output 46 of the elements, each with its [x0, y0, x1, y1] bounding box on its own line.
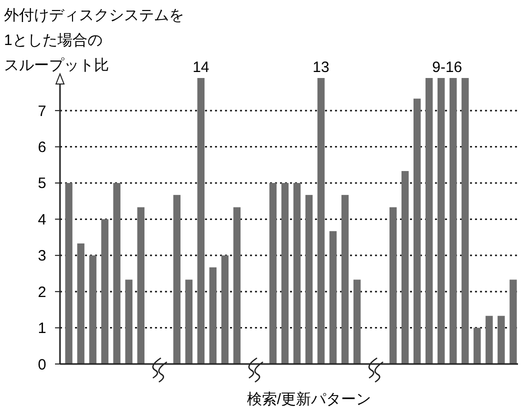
x-axis-title: 検索/更新パターン — [246, 391, 372, 408]
bar — [197, 78, 205, 364]
y-tick-label: 6 — [38, 139, 46, 156]
bar — [65, 182, 72, 364]
y-tick-label: 0 — [38, 356, 46, 374]
bar — [209, 267, 217, 364]
bar — [101, 219, 108, 364]
bar — [341, 194, 349, 364]
bar — [353, 280, 361, 364]
bar — [293, 182, 301, 364]
bar — [305, 194, 313, 364]
bar — [414, 98, 421, 364]
bar — [173, 194, 180, 364]
bar — [450, 78, 457, 364]
bar — [486, 316, 493, 364]
bar — [426, 78, 433, 364]
y-tick-label: 7 — [38, 102, 46, 120]
bar — [438, 78, 445, 364]
bar — [137, 207, 144, 364]
chart-title: 外付けディスクシステムを1とした場合の — [4, 7, 184, 49]
bar — [125, 280, 132, 364]
bar — [89, 255, 96, 364]
y-tick-label: 1 — [38, 320, 46, 338]
bar — [329, 231, 337, 364]
bar — [221, 255, 229, 364]
bar — [185, 280, 193, 364]
bar — [510, 280, 517, 364]
bar — [317, 78, 325, 364]
y-tick-label: 3 — [38, 248, 46, 265]
bar — [77, 243, 84, 364]
y-tick-label: 5 — [38, 175, 46, 192]
bar — [269, 182, 277, 364]
text: 9-16 — [432, 59, 462, 76]
y-tick-label: 2 — [38, 284, 46, 301]
text: 14 — [192, 59, 210, 76]
bar — [113, 182, 120, 364]
y-axis-title: スループット比 — [4, 57, 109, 74]
text: 13 — [312, 59, 330, 76]
bar — [462, 78, 469, 364]
bar — [233, 207, 241, 364]
bar — [498, 316, 505, 364]
y-tick-label: 4 — [38, 211, 46, 228]
bar — [401, 171, 409, 364]
bar — [281, 182, 289, 364]
bar — [389, 207, 397, 364]
bar — [474, 328, 481, 364]
